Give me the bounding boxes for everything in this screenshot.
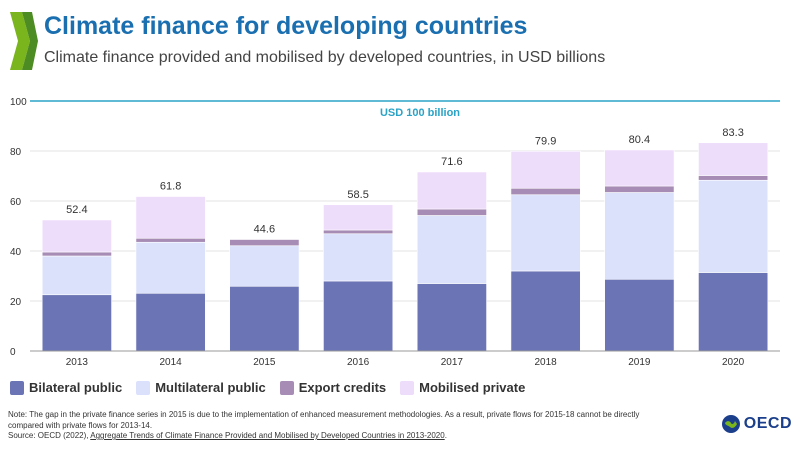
bar-segment-mobilised-private[interactable]: [41, 219, 112, 253]
source-prefix: Source: OECD (2022),: [8, 431, 91, 440]
bar-segment-export-credits[interactable]: [135, 237, 206, 243]
total-data-label: 61.8: [160, 181, 181, 193]
total-data-label: 52.4: [66, 204, 87, 216]
source-line: Source: OECD (2022), Aggregate Trends of…: [8, 431, 708, 442]
legend-item-mobilised-private[interactable]: Mobilised private: [400, 380, 525, 395]
target-line-label: USD 100 billion: [380, 107, 460, 119]
bar-segment-bilateral-public[interactable]: [416, 283, 487, 352]
bar-segment-export-credits[interactable]: [41, 251, 112, 257]
oecd-logo: OECD: [721, 414, 792, 434]
y-tick-label: 20: [10, 297, 22, 308]
total-data-label: 83.3: [722, 127, 743, 139]
bar-segment-multilateral-public[interactable]: [135, 241, 206, 294]
bar-segment-mobilised-private[interactable]: [510, 150, 581, 189]
bar-segment-multilateral-public[interactable]: [698, 179, 769, 273]
bar-segment-multilateral-public[interactable]: [323, 233, 394, 282]
source-link[interactable]: Aggregate Trends of Climate Finance Prov…: [90, 431, 445, 440]
y-tick-label: 40: [10, 247, 22, 258]
axes: 0 20 40 60 80 100 USD 100 billion 2013 2014 2015 2…: [10, 97, 780, 368]
bar-segment-multilateral-public[interactable]: [416, 215, 487, 284]
bar-segment-bilateral-public[interactable]: [698, 272, 769, 352]
bar-segment-export-credits[interactable]: [510, 187, 581, 196]
y-tick-label: 0: [10, 347, 16, 358]
x-tick-label: 2014: [160, 357, 183, 368]
legend-label: Multilateral public: [155, 380, 266, 395]
bar-segment-bilateral-public[interactable]: [229, 285, 300, 352]
chart-title: Climate finance for developing countries: [44, 12, 528, 40]
bar-segment-multilateral-public[interactable]: [604, 192, 675, 280]
note-line: Note: The gap in the private finance ser…: [8, 410, 640, 419]
x-tick-label: 2018: [535, 357, 558, 368]
legend-item-multilateral-public[interactable]: Multilateral public: [136, 380, 266, 395]
x-tick-label: 2019: [628, 357, 651, 368]
legend-item-export-credits[interactable]: Export credits: [279, 380, 387, 395]
total-data-label: 79.9: [535, 135, 556, 147]
bar-segment-export-credits[interactable]: [416, 208, 487, 216]
x-tick-label: 2020: [722, 357, 745, 368]
bar-segment-bilateral-public[interactable]: [135, 292, 206, 352]
bar-segment-bilateral-public[interactable]: [323, 280, 394, 352]
bar-segment-bilateral-public[interactable]: [41, 294, 112, 352]
legend-swatch: [279, 380, 294, 395]
bar-segment-mobilised-private[interactable]: [604, 149, 675, 187]
legend-label: Bilateral public: [29, 380, 123, 395]
total-data-label: 80.4: [629, 134, 650, 146]
bar-segment-mobilised-private[interactable]: [416, 171, 487, 210]
y-tick-label: 80: [10, 147, 22, 158]
bars: [41, 142, 769, 352]
total-data-label: 44.6: [254, 224, 275, 236]
legend-label: Export credits: [298, 380, 387, 395]
x-tick-label: 2017: [441, 357, 464, 368]
note-line: compared with private flows for 2013-14.: [8, 420, 153, 430]
footnote: Note: The gap in the private finance ser…: [8, 410, 708, 442]
oecd-wordmark: OECD: [743, 415, 792, 432]
chart-subtitle: Climate finance provided and mobilised b…: [44, 49, 606, 66]
oecd-chevron-logo: [10, 12, 38, 70]
bar-segment-multilateral-public[interactable]: [510, 194, 581, 272]
globe-icon: [721, 415, 740, 433]
legend-label: Mobilised private: [419, 380, 526, 395]
x-tick-label: 2015: [253, 357, 276, 368]
data-labels: 52.4 61.8 44.6 58.5 71.6 79.9 80.4 83.3: [66, 127, 744, 236]
stacked-bar-chart: 52.4 61.8 44.6 58.5 71.6 79.9 80.4 83.3 0 20 40 60…: [10, 97, 780, 368]
bar-segment-export-credits[interactable]: [604, 185, 675, 193]
legend-swatch: [10, 380, 24, 395]
y-tick-label: 100: [10, 97, 27, 108]
total-data-label: 71.6: [441, 156, 462, 168]
bar-segment-export-credits[interactable]: [229, 239, 300, 247]
legend-item-bilateral-public[interactable]: Bilateral public: [10, 380, 122, 395]
x-tick-label: 2016: [347, 357, 370, 368]
bar-segment-mobilised-private[interactable]: [135, 196, 206, 239]
bar-segment-bilateral-public[interactable]: [510, 270, 581, 352]
legend-swatch: [400, 380, 415, 395]
bar-segment-bilateral-public[interactable]: [604, 278, 675, 352]
bar-segment-multilateral-public[interactable]: [41, 255, 112, 296]
total-data-label: 58.5: [347, 189, 368, 201]
source-suffix: .: [444, 431, 447, 440]
bar-segment-mobilised-private[interactable]: [698, 142, 769, 176]
legend: Bilateral public Multilateral public Exp…: [10, 380, 525, 395]
bar-segment-mobilised-private[interactable]: [323, 204, 394, 231]
legend-swatch: [136, 380, 151, 395]
y-tick-label: 60: [10, 197, 22, 208]
x-tick-label: 2013: [66, 357, 89, 368]
bar-segment-export-credits[interactable]: [698, 175, 769, 181]
bar-segment-multilateral-public[interactable]: [229, 245, 300, 287]
bar-segment-export-credits[interactable]: [323, 229, 394, 235]
